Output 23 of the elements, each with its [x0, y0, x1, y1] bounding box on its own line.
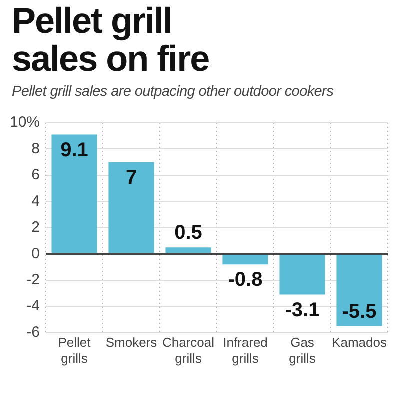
x-tick-label: Pellet grills	[58, 335, 92, 366]
x-tick-label: Gas grills	[289, 335, 316, 366]
y-tick-label: 0	[32, 245, 40, 262]
data-label: 7	[126, 166, 138, 189]
x-tick-label: Charcoal grills	[162, 335, 215, 366]
y-tick-label: -2	[26, 271, 40, 288]
data-label: 9.1	[60, 139, 88, 162]
y-tick-label: -4	[26, 298, 40, 315]
y-tick-label: 6	[32, 166, 40, 184]
y-tick-label: 10%	[10, 114, 40, 132]
data-label: -5.5	[342, 300, 377, 323]
chart-subtitle: Pellet grill sales are outpacing other outdoor cookers	[12, 84, 335, 100]
chart-title: Pellet grill sales on fire	[12, 0, 210, 79]
data-label: 0.5	[174, 222, 202, 244]
y-tick-label: 8	[32, 140, 40, 158]
y-tick-label: 2	[32, 219, 40, 236]
x-tick-label: Smokers	[106, 335, 158, 350]
data-label: -3.1	[285, 299, 320, 322]
y-tick-label: 4	[32, 192, 40, 210]
data-label: -0.8	[228, 269, 263, 292]
y-tick-label: -6	[26, 324, 40, 341]
x-tick-label: Kamados	[332, 335, 388, 350]
x-tick-label: Infrared grills	[223, 335, 268, 366]
